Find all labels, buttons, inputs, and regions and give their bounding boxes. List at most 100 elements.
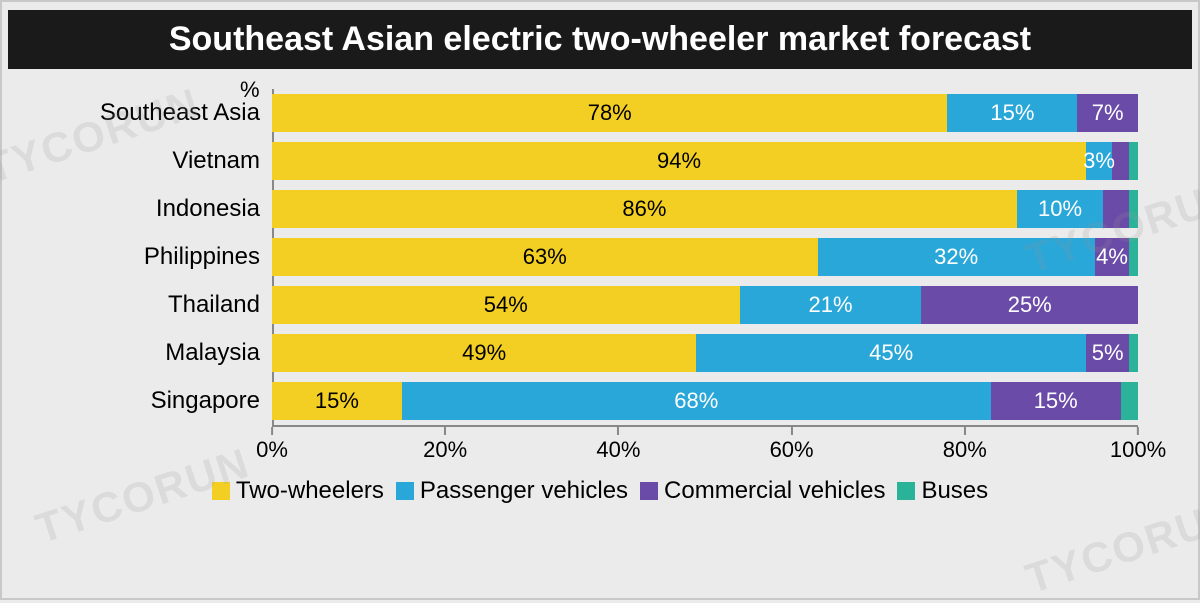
bar-track: 86% 10%	[272, 190, 1138, 228]
segment-value: 3%	[1083, 148, 1115, 174]
bar-segment	[1121, 382, 1138, 420]
tick-mark	[617, 427, 619, 435]
bar-track: 94% 3%	[272, 142, 1138, 180]
segment-value: 45%	[869, 340, 913, 366]
segment-value: 15%	[315, 388, 359, 414]
legend-label: Passenger vehicles	[420, 477, 628, 505]
bar-segment: 3%	[1086, 142, 1112, 180]
tick-mark	[271, 427, 273, 435]
legend-swatch	[640, 482, 658, 500]
row-label: Philippines	[62, 243, 272, 271]
segment-value: 25%	[1008, 292, 1052, 318]
legend-label: Commercial vehicles	[664, 477, 885, 505]
bar-track: 15% 68% 15%	[272, 382, 1138, 420]
bar-segment: 21%	[740, 286, 922, 324]
tick-mark	[1137, 427, 1139, 435]
bar-row: Malaysia 49% 45% 5%	[62, 329, 1138, 377]
bar-segment: 54%	[272, 286, 740, 324]
row-label: Thailand	[62, 291, 272, 319]
bar-segment: 7%	[1077, 94, 1138, 132]
bar-segment: 32%	[818, 238, 1095, 276]
legend-item: Passenger vehicles	[396, 477, 628, 505]
bar-track: 49% 45% 5%	[272, 334, 1138, 372]
legend-swatch	[396, 482, 414, 500]
legend-item: Two-wheelers	[212, 477, 384, 505]
legend-item: Commercial vehicles	[640, 477, 885, 505]
x-tick: 100%	[1110, 427, 1166, 463]
bar-row: Vietnam 94% 3%	[62, 137, 1138, 185]
bar-segment	[1129, 190, 1138, 228]
bar-segment: 10%	[1017, 190, 1104, 228]
bar-segment: 15%	[272, 382, 402, 420]
bar-segment	[1103, 190, 1129, 228]
row-label: Indonesia	[62, 195, 272, 223]
row-label: Vietnam	[62, 147, 272, 175]
segment-value: 5%	[1092, 340, 1124, 366]
x-tick: 40%	[596, 427, 640, 463]
tick-label: 20%	[423, 437, 467, 463]
bar-segment: 4%	[1095, 238, 1130, 276]
bar-row: Philippines 63% 32% 4%	[62, 233, 1138, 281]
legend: Two-wheelers Passenger vehicles Commercial…	[2, 477, 1198, 507]
segment-value: 15%	[1034, 388, 1078, 414]
tick-mark	[964, 427, 966, 435]
bar-segment: 15%	[991, 382, 1121, 420]
segment-value: 68%	[674, 388, 718, 414]
bar-segment: 45%	[696, 334, 1086, 372]
tick-label: 80%	[943, 437, 987, 463]
segment-value: 78%	[588, 100, 632, 126]
segment-value: 54%	[484, 292, 528, 318]
segment-value: 15%	[990, 100, 1034, 126]
tick-label: 0%	[256, 437, 288, 463]
segment-value: 63%	[523, 244, 567, 270]
legend-swatch	[897, 482, 915, 500]
segment-value: 94%	[657, 148, 701, 174]
bar-segment: 68%	[402, 382, 991, 420]
tick-label: 60%	[770, 437, 814, 463]
x-axis: 0%20%40%60%80%100%	[272, 425, 1138, 465]
segment-value: 86%	[622, 196, 666, 222]
bar-segment: 49%	[272, 334, 696, 372]
bar-segment: 5%	[1086, 334, 1129, 372]
bar-track: 54% 21% 25%	[272, 286, 1138, 324]
bar-segment	[1129, 142, 1138, 180]
segment-value: 49%	[462, 340, 506, 366]
x-tick: 20%	[423, 427, 467, 463]
legend-label: Buses	[921, 477, 988, 505]
bar-row: Indonesia 86% 10%	[62, 185, 1138, 233]
legend-label: Two-wheelers	[236, 477, 384, 505]
x-tick: 80%	[943, 427, 987, 463]
segment-value: 21%	[809, 292, 853, 318]
bar-track: 78% 15% 7%	[272, 94, 1138, 132]
row-label: Singapore	[62, 387, 272, 415]
legend-item: Buses	[897, 477, 988, 505]
bar-segment: 63%	[272, 238, 818, 276]
segment-value: 4%	[1096, 244, 1128, 270]
chart-title: Southeast Asian electric two-wheeler mar…	[8, 10, 1192, 69]
bar-rows-container: Southeast Asia 78% 15% 7% Vietnam 94% 3% Indone…	[62, 89, 1138, 425]
bar-segment: 94%	[272, 142, 1086, 180]
chart-area: % Southeast Asia78%15%7%Vietnam94%3%Indo…	[62, 89, 1138, 465]
bar-segment: 78%	[272, 94, 947, 132]
tick-label: 100%	[1110, 437, 1166, 463]
bar-segment: 15%	[947, 94, 1077, 132]
bar-row: Singapore 15% 68% 15%	[62, 377, 1138, 425]
segment-value: 10%	[1038, 196, 1082, 222]
bar-segment	[1129, 334, 1138, 372]
bar-segment: 86%	[272, 190, 1017, 228]
tick-label: 40%	[596, 437, 640, 463]
bar-track: 63% 32% 4%	[272, 238, 1138, 276]
legend-swatch	[212, 482, 230, 500]
bar-segment: 25%	[921, 286, 1138, 324]
x-tick: 60%	[770, 427, 814, 463]
segment-value: 32%	[934, 244, 978, 270]
bar-row: Thailand 54% 21% 25%	[62, 281, 1138, 329]
row-label: Southeast Asia	[62, 99, 272, 127]
row-label: Malaysia	[62, 339, 272, 367]
bar-row: Southeast Asia 78% 15% 7%	[62, 89, 1138, 137]
segment-value: 7%	[1092, 100, 1124, 126]
tick-mark	[791, 427, 793, 435]
x-tick: 0%	[256, 427, 288, 463]
bar-segment	[1129, 238, 1138, 276]
tick-mark	[444, 427, 446, 435]
